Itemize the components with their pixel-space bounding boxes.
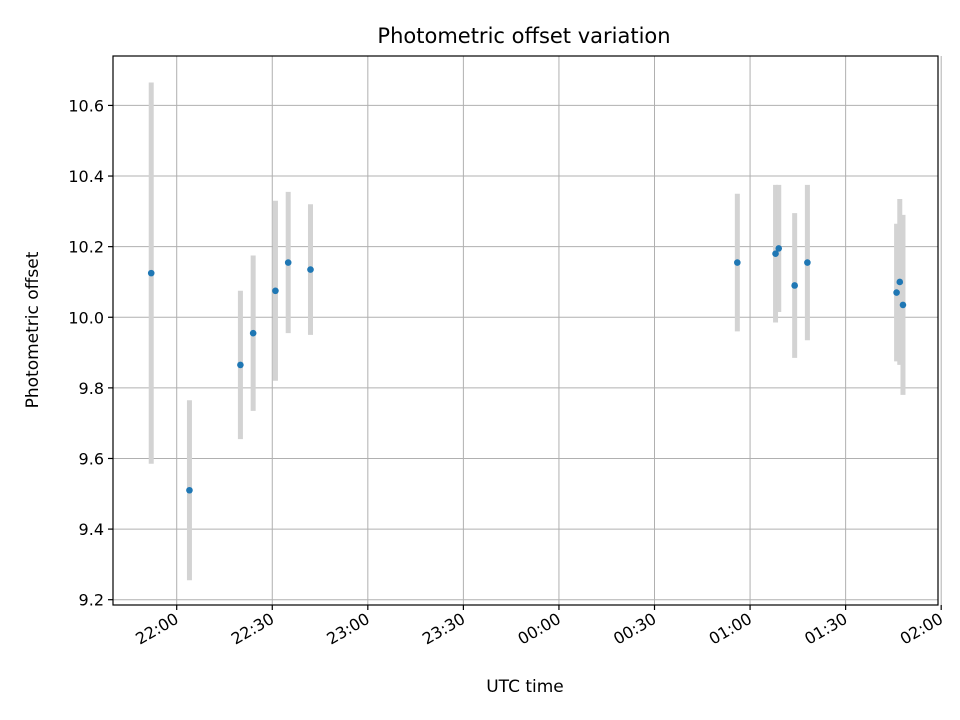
errorbars bbox=[148, 82, 906, 581]
data-point bbox=[804, 259, 811, 266]
data-points bbox=[147, 245, 907, 494]
x-tick-label: 23:30 bbox=[419, 609, 468, 649]
x-tick-label: 01:00 bbox=[706, 609, 755, 649]
x-tick-label: 23:00 bbox=[323, 609, 372, 649]
x-tick-label: 22:30 bbox=[228, 609, 277, 649]
data-point bbox=[249, 329, 257, 337]
x-tick-label: 22:00 bbox=[132, 609, 181, 649]
y-tick-label: 9.4 bbox=[79, 520, 104, 539]
y-tick-label: 10.2 bbox=[68, 238, 104, 257]
y-axis-label: Photometric offset bbox=[23, 251, 43, 408]
y-tick-label: 9.6 bbox=[79, 449, 104, 468]
data-point bbox=[775, 245, 783, 252]
data-point bbox=[147, 269, 155, 277]
data-point bbox=[899, 301, 907, 309]
grid-lines bbox=[113, 56, 942, 605]
data-point bbox=[272, 287, 279, 295]
y-tick-label: 10.6 bbox=[68, 96, 104, 115]
data-point bbox=[307, 266, 314, 273]
y-tick-label: 9.2 bbox=[79, 591, 104, 610]
chart-title: Photometric offset variation bbox=[377, 24, 670, 48]
y-axis-ticks: 9.2 9.4 9.6 9.8 10.0 10.2 10.4 10.6 bbox=[68, 96, 113, 610]
y-tick-label: 9.8 bbox=[79, 379, 104, 398]
x-tick-label: 02:00 bbox=[897, 609, 946, 649]
data-point bbox=[237, 361, 244, 369]
data-point bbox=[772, 250, 779, 258]
data-point bbox=[791, 282, 798, 289]
y-tick-label: 10.0 bbox=[68, 308, 104, 327]
plot-area-frame bbox=[112, 55, 939, 606]
data-point bbox=[893, 289, 900, 296]
x-axis-label: UTC time bbox=[486, 677, 564, 697]
x-tick-label: 00:00 bbox=[515, 609, 564, 649]
data-point bbox=[284, 259, 292, 266]
y-tick-label: 10.4 bbox=[68, 167, 104, 186]
data-point bbox=[734, 259, 741, 266]
data-point bbox=[186, 486, 193, 494]
data-point bbox=[896, 278, 904, 286]
x-axis-ticks: 22:00 22:30 23:00 23:30 00:00 00:30 01:00 01:30… bbox=[132, 605, 946, 649]
x-tick-label: 01:30 bbox=[801, 609, 850, 649]
x-tick-label: 00:30 bbox=[610, 609, 659, 649]
